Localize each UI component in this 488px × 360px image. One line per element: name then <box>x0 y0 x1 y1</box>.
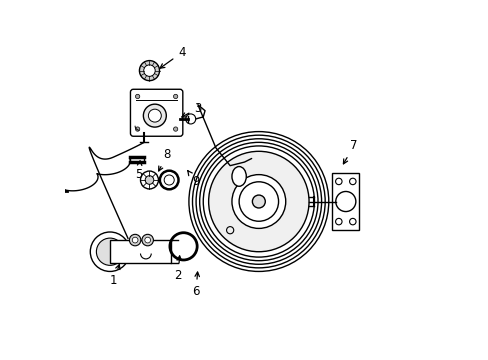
Text: 8: 8 <box>158 148 171 171</box>
Circle shape <box>173 94 178 99</box>
Circle shape <box>135 127 140 131</box>
Text: 6: 6 <box>192 272 200 298</box>
Circle shape <box>208 151 308 252</box>
Text: 7: 7 <box>343 139 357 164</box>
Circle shape <box>129 234 141 246</box>
Circle shape <box>90 232 129 271</box>
Circle shape <box>140 171 158 189</box>
Circle shape <box>185 114 195 124</box>
Circle shape <box>132 237 138 243</box>
Circle shape <box>145 176 153 184</box>
Text: 5: 5 <box>135 161 142 181</box>
Circle shape <box>252 195 265 208</box>
Text: 9: 9 <box>187 171 200 188</box>
Circle shape <box>148 109 161 122</box>
FancyBboxPatch shape <box>110 240 171 264</box>
Ellipse shape <box>231 167 246 186</box>
Circle shape <box>139 60 159 81</box>
Circle shape <box>143 104 166 127</box>
Circle shape <box>144 237 150 243</box>
Circle shape <box>135 94 140 99</box>
Circle shape <box>173 127 178 131</box>
Text: 4: 4 <box>160 46 185 68</box>
Text: 1: 1 <box>110 265 120 287</box>
FancyBboxPatch shape <box>130 89 183 136</box>
Circle shape <box>335 192 355 212</box>
Text: 3: 3 <box>182 102 201 117</box>
FancyBboxPatch shape <box>332 173 359 230</box>
Circle shape <box>143 65 155 76</box>
Circle shape <box>142 234 153 246</box>
Circle shape <box>96 238 123 265</box>
Circle shape <box>231 175 285 228</box>
Text: 2: 2 <box>174 256 182 282</box>
